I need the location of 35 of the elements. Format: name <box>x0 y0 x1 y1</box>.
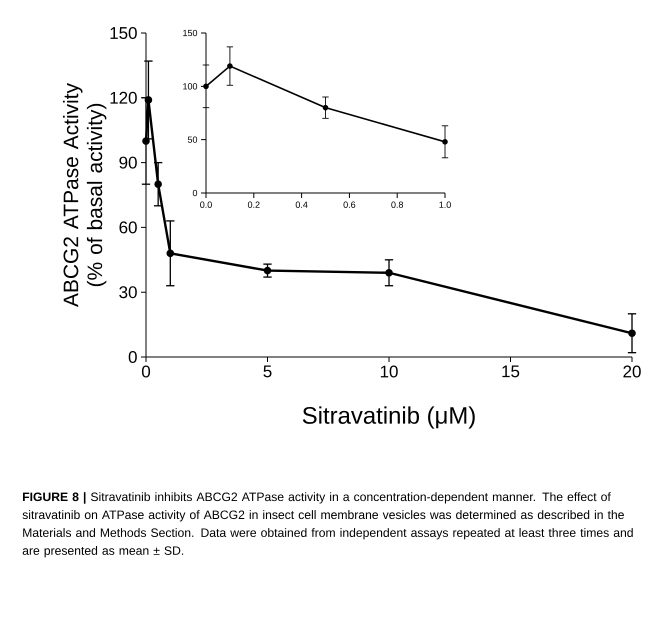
x-tick-label: 5 <box>263 366 272 378</box>
x-tick-label: 0.6 <box>344 202 356 208</box>
point <box>166 250 174 258</box>
point <box>264 266 272 274</box>
point <box>144 96 152 104</box>
y-axis-title: ABCG2 ATPase Activity (% of basal activity) <box>62 83 106 307</box>
x-tick-label: 20 <box>623 366 641 378</box>
y-tick-label: 90 <box>119 156 137 169</box>
point <box>203 84 209 90</box>
x-tick-label: 10 <box>380 366 398 378</box>
x-tick-label: 0.0 <box>200 202 212 208</box>
x-tick-label: 0 <box>142 366 150 378</box>
y-tick-label: 100 <box>183 83 198 90</box>
point <box>154 180 162 188</box>
y-tick-label: 0 <box>128 351 137 364</box>
y-tick-label: 150 <box>110 27 137 40</box>
point <box>322 104 328 110</box>
point <box>628 329 636 338</box>
x-axis-title: Sitravatinib (μM) <box>302 406 475 429</box>
point <box>227 63 233 69</box>
x-tick-label: 0.8 <box>391 202 404 208</box>
y-tick-label: 150 <box>183 30 198 36</box>
y-tick-label: 50 <box>188 136 198 143</box>
x-tick-label: 0.2 <box>248 202 260 208</box>
y-tick-label: 0 <box>192 190 198 196</box>
point <box>385 268 393 277</box>
x-tick-label: 1.0 <box>439 202 451 208</box>
y-tick-label: 60 <box>120 221 137 234</box>
x-tick-label: 15 <box>502 366 520 378</box>
y-tick-label: 120 <box>110 92 137 104</box>
y-tick-label: 30 <box>119 286 137 298</box>
point <box>142 137 150 145</box>
point <box>442 139 448 145</box>
text: FIGURE 8 | Sitravatinib inhibits ABCG2 ATPase activity in a concentration-dependent manner. The effect of sitravatinib on ATPase activity of ABCG2 in insect cell membrane vesicles was determined as described in the Materials and Methods Section. Data were obtained from independent assays repeated at least three times and are presented as mean ± SD. <box>22 492 633 558</box>
x-tick-label: 0.4 <box>296 202 308 208</box>
